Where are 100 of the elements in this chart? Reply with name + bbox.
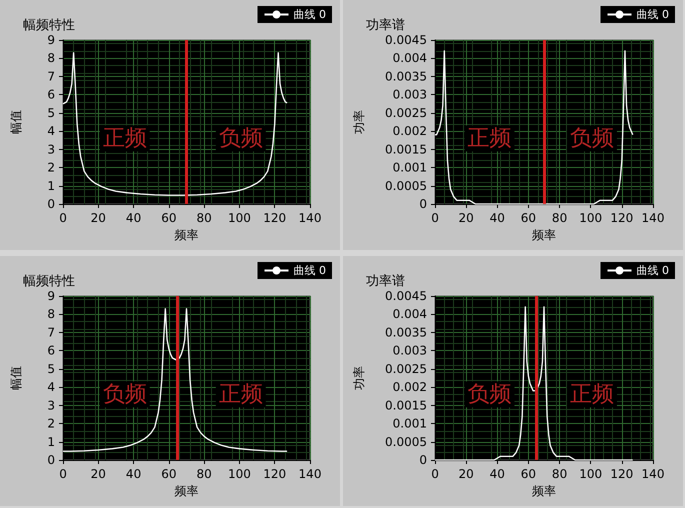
y-tick-label: 0.0015 bbox=[385, 398, 427, 412]
x-axis-title: 频率 bbox=[532, 228, 556, 242]
y-tick-label: 0.0025 bbox=[385, 362, 427, 376]
annotation: 负频 bbox=[570, 126, 614, 151]
x-tick-label: 120 bbox=[263, 211, 286, 225]
annotation: 负频 bbox=[218, 126, 263, 151]
x-tick-label: 20 bbox=[90, 467, 106, 481]
y-tick-label: 0.0035 bbox=[385, 325, 427, 340]
y-tick-label: 8 bbox=[47, 51, 55, 66]
y-tick-label: 6 bbox=[47, 344, 55, 358]
y-tick-label: 0.0005 bbox=[385, 434, 427, 449]
x-axis-title: 频率 bbox=[174, 228, 198, 242]
chart-title: 功率谱 bbox=[366, 273, 405, 289]
legend-label: 曲线 0 bbox=[636, 264, 670, 277]
y-tick-label: 2 bbox=[47, 416, 55, 431]
y-tick-label: 0.002 bbox=[392, 124, 427, 138]
y-tick-label: 0 bbox=[419, 453, 427, 467]
x-tick-label: 100 bbox=[579, 467, 602, 481]
x-tick-label: 40 bbox=[490, 211, 505, 225]
y-tick-label: 9 bbox=[47, 33, 55, 47]
y-axis-title: 功率 bbox=[352, 366, 366, 390]
x-tick-label: 120 bbox=[263, 467, 286, 481]
x-tick-label: 80 bbox=[552, 467, 568, 481]
x-tick-label: 100 bbox=[579, 211, 602, 225]
x-tick-label: 120 bbox=[610, 467, 634, 481]
y-tick-label: 0.001 bbox=[392, 160, 427, 175]
x-tick-label: 0 bbox=[59, 467, 67, 481]
y-tick-label: 0 bbox=[47, 197, 55, 211]
y-tick-label: 5 bbox=[47, 106, 55, 120]
x-axis-title: 频率 bbox=[532, 484, 556, 498]
x-tick-label: 40 bbox=[490, 467, 505, 481]
x-tick-label: 60 bbox=[161, 467, 176, 481]
annotation: 正频 bbox=[570, 382, 614, 407]
annotation: 负频 bbox=[102, 382, 147, 407]
x-tick-label: 120 bbox=[610, 211, 634, 225]
x-tick-label: 80 bbox=[196, 467, 212, 481]
y-tick-label: 1 bbox=[47, 434, 55, 449]
y-tick-label: 0.004 bbox=[392, 307, 427, 322]
x-tick-label: 0 bbox=[431, 211, 439, 225]
y-tick-label: 8 bbox=[47, 307, 55, 322]
y-tick-label: 3 bbox=[47, 142, 55, 156]
x-tick-label: 0 bbox=[431, 467, 439, 481]
x-tick-label: 140 bbox=[298, 467, 322, 481]
y-tick-label: 4 bbox=[47, 380, 55, 394]
x-tick-label: 140 bbox=[642, 467, 664, 481]
line-series bbox=[62, 308, 288, 452]
y-tick-label: 0.003 bbox=[392, 344, 427, 358]
x-tick-label: 80 bbox=[196, 211, 212, 225]
y-tick-label: 0 bbox=[419, 197, 427, 211]
x-tick-label: 60 bbox=[520, 211, 536, 225]
x-tick-label: 60 bbox=[161, 211, 176, 225]
annotation: 正频 bbox=[102, 126, 147, 151]
x-tick-label: 60 bbox=[520, 467, 536, 481]
x-tick-label: 0 bbox=[59, 211, 67, 225]
y-tick-label: 0.002 bbox=[392, 380, 427, 394]
y-tick-label: 0 bbox=[47, 453, 55, 467]
y-tick-label: 3 bbox=[47, 398, 55, 412]
legend-label: 曲线 0 bbox=[294, 8, 326, 21]
annotation: 负频 bbox=[468, 382, 512, 407]
line-series bbox=[434, 306, 634, 461]
x-tick-label: 100 bbox=[228, 467, 251, 481]
x-tick-label: 20 bbox=[458, 467, 474, 481]
y-tick-label: 0.0035 bbox=[385, 69, 427, 84]
x-tick-label: 20 bbox=[90, 211, 106, 225]
x-tick-label: 20 bbox=[458, 211, 474, 225]
y-tick-label: 0.001 bbox=[392, 416, 427, 431]
y-tick-label: 7 bbox=[47, 325, 55, 340]
line-series bbox=[434, 50, 634, 205]
y-tick-label: 0.0025 bbox=[385, 106, 427, 120]
annotation: 正频 bbox=[218, 382, 263, 407]
y-tick-label: 0.003 bbox=[392, 88, 427, 102]
x-tick-label: 80 bbox=[552, 211, 568, 225]
y-tick-label: 0.0015 bbox=[385, 142, 427, 156]
y-tick-label: 0.0005 bbox=[385, 178, 427, 193]
chart-title: 功率谱 bbox=[366, 17, 405, 33]
x-tick-label: 140 bbox=[642, 211, 664, 225]
line-series bbox=[62, 52, 288, 196]
x-tick-label: 140 bbox=[298, 211, 322, 225]
y-tick-label: 6 bbox=[47, 88, 55, 102]
annotation: 正频 bbox=[468, 126, 512, 151]
y-axis-title: 幅值 bbox=[9, 110, 23, 134]
y-tick-label: 4 bbox=[47, 124, 55, 138]
legend-label: 曲线 0 bbox=[636, 8, 670, 21]
x-tick-label: 40 bbox=[126, 211, 142, 225]
legend-label: 曲线 0 bbox=[294, 264, 326, 277]
y-tick-label: 0.004 bbox=[392, 51, 427, 66]
chart-title: 幅频特性 bbox=[23, 18, 75, 33]
chart-title: 幅频特性 bbox=[23, 274, 75, 289]
y-tick-label: 0.0045 bbox=[385, 33, 427, 47]
y-tick-label: 2 bbox=[47, 160, 55, 175]
y-axis-title: 功率 bbox=[352, 110, 366, 134]
y-tick-label: 7 bbox=[47, 69, 55, 84]
x-axis-title: 频率 bbox=[174, 484, 198, 498]
y-tick-label: 1 bbox=[47, 178, 55, 193]
y-tick-label: 5 bbox=[47, 362, 55, 376]
x-tick-label: 40 bbox=[126, 467, 142, 481]
y-axis-title: 幅值 bbox=[9, 366, 23, 390]
x-tick-label: 100 bbox=[228, 211, 251, 225]
y-tick-label: 0.0045 bbox=[385, 289, 427, 303]
y-tick-label: 9 bbox=[47, 289, 55, 303]
